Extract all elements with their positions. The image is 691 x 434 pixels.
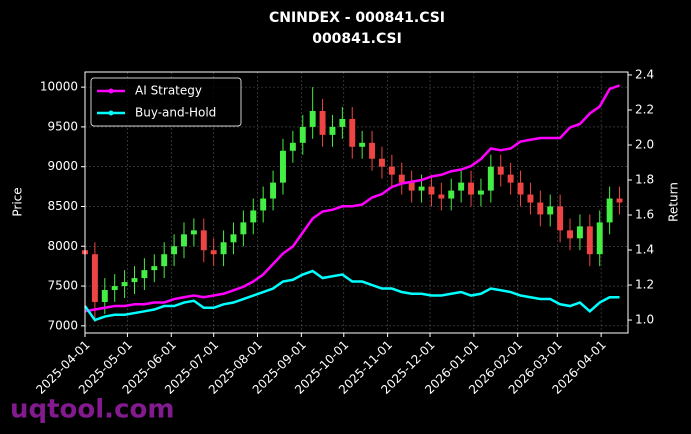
candle-body (497, 166, 504, 175)
legend-label: Buy-and-Hold (135, 106, 216, 120)
legend-marker (108, 88, 114, 94)
y2-tick-label: 2.0 (635, 137, 654, 151)
plot-frame (84, 71, 629, 334)
chart-subtitle: 000841.CSI (312, 31, 402, 47)
candle-body (507, 174, 514, 183)
candle-body (388, 166, 395, 175)
line-series (83, 269, 620, 322)
candle-body (230, 234, 237, 243)
y2-tick-label: 1.8 (635, 173, 654, 187)
candle-body (418, 186, 425, 191)
candle-body (438, 194, 445, 199)
candle-body (537, 202, 544, 215)
candle-body (398, 174, 405, 183)
y-axis-label: Price (11, 187, 25, 216)
watermark: uqtool.com (10, 395, 174, 425)
candle-body (220, 242, 227, 255)
y2-tick-label: 2.2 (635, 102, 654, 116)
y2-tick-label: 1.4 (635, 243, 654, 257)
candle-body (121, 282, 128, 287)
y-tick-label: 9500 (47, 119, 78, 133)
candle-body (576, 226, 583, 239)
candle-body (200, 230, 207, 251)
candle-body (487, 166, 494, 191)
candle-body (171, 246, 178, 255)
candle-body (329, 126, 336, 135)
candle-body (408, 182, 415, 191)
candle-body (309, 110, 316, 127)
candle-body (527, 194, 534, 203)
y2-tick-label: 1.0 (635, 313, 654, 327)
candle-body (111, 286, 118, 291)
candle-body (359, 142, 366, 147)
candle-body (586, 226, 593, 255)
candle-body (210, 250, 217, 255)
legend-box (90, 77, 242, 127)
y2-tick-label: 2.4 (635, 67, 654, 81)
candle-body (289, 142, 296, 151)
candle-body (190, 230, 197, 235)
candle-body (131, 278, 138, 283)
legend: AI Strategy Buy-and-Hold (90, 77, 242, 127)
candle-body (378, 158, 385, 167)
candle-body (91, 254, 98, 302)
candle-body (517, 182, 524, 195)
candle-body (428, 186, 435, 195)
candle-body (458, 182, 465, 191)
candle-body (161, 254, 168, 267)
candle-body (319, 110, 326, 135)
line-series (84, 84, 620, 313)
candle-body (369, 142, 376, 159)
legend-label: AI Strategy (135, 84, 202, 98)
candle-body (181, 234, 187, 247)
candle-body (279, 150, 286, 183)
y-tick-label: 8000 (47, 239, 78, 253)
candle-body (557, 206, 564, 231)
candle-body (616, 198, 623, 203)
candle-body (151, 266, 158, 271)
candle-body (448, 190, 455, 199)
candle-body (101, 290, 108, 302)
y-tick-label: 10000 (40, 80, 78, 94)
candle-body (270, 182, 277, 199)
candle-body (141, 270, 148, 279)
candle-body (240, 222, 247, 235)
candle-body (567, 230, 573, 239)
candle-body (260, 198, 267, 211)
candle-body (250, 210, 257, 223)
candle-body (468, 182, 475, 195)
y2-axis-label: Return (667, 182, 681, 222)
y2-tick-label: 1.2 (635, 278, 654, 292)
candle-body (596, 222, 603, 255)
candle-body (349, 118, 356, 147)
y2-tick-label: 1.6 (635, 208, 654, 222)
y-tick-label: 7000 (47, 318, 78, 332)
legend-marker (108, 110, 114, 116)
candle-body (477, 190, 484, 195)
candle-body (606, 198, 613, 223)
candle-body (299, 126, 306, 143)
candle-body (339, 118, 346, 127)
y-tick-label: 7500 (47, 279, 78, 293)
y-tick-label: 8500 (47, 199, 78, 213)
candle-body (547, 206, 554, 215)
chart-title: CNINDEX - 000841.CSI (269, 10, 445, 26)
y-tick-label: 9000 (47, 159, 78, 173)
